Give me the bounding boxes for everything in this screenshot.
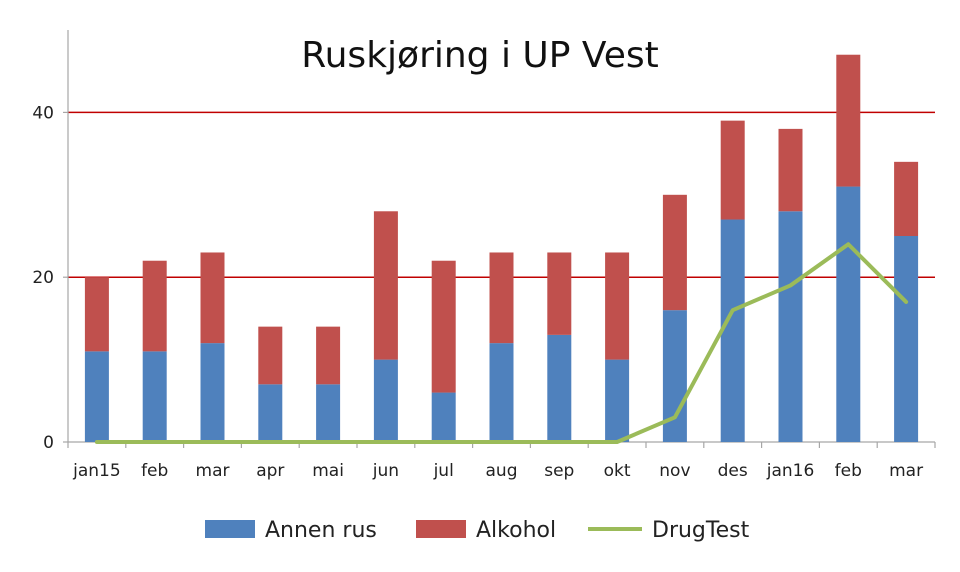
x-tick-label-13: feb bbox=[835, 461, 862, 481]
bar-alkohol-0 bbox=[84, 277, 109, 352]
legend-label: Annen rus bbox=[265, 518, 377, 543]
bar-annen-rus-13 bbox=[836, 186, 861, 442]
x-tick-label-5: jun bbox=[372, 461, 399, 481]
bar-alkohol-12 bbox=[778, 128, 803, 212]
bar-alkohol-7 bbox=[489, 252, 514, 344]
bar-alkohol-3 bbox=[258, 326, 283, 385]
legend-swatch bbox=[205, 520, 255, 538]
x-tick-label-11: des bbox=[718, 461, 748, 481]
bar-alkohol-1 bbox=[142, 260, 167, 352]
drugtest-line-layer bbox=[94, 242, 909, 444]
x-tick-label-10: nov bbox=[659, 461, 690, 481]
bar-annen-rus-1 bbox=[142, 351, 167, 442]
x-tick-labels: jan15 feb mar apr mai jun jul aug sep okt nov des ja… bbox=[72, 461, 923, 481]
bar-annen-rus-7 bbox=[489, 343, 514, 442]
y-tick-label-0: 0 bbox=[43, 433, 54, 453]
bar-annen-rus-2 bbox=[200, 343, 225, 442]
bar-alkohol-2 bbox=[200, 252, 225, 344]
legend-label: DrugTest bbox=[652, 518, 750, 543]
x-tick-label-8: sep bbox=[544, 461, 574, 481]
bar-alkohol-4 bbox=[316, 326, 341, 385]
x-tick-label-6: jul bbox=[433, 461, 454, 481]
bar-alkohol-13 bbox=[836, 54, 861, 187]
chart-title: Ruskjøring i UP Vest bbox=[301, 35, 659, 76]
bar-annen-rus-5 bbox=[373, 359, 398, 442]
y-tick-label-20: 20 bbox=[32, 268, 54, 288]
bars bbox=[84, 54, 919, 442]
bar-alkohol-9 bbox=[605, 252, 630, 360]
legend: Annen rus Alkohol DrugTest bbox=[205, 518, 750, 543]
x-tick-label-7: aug bbox=[486, 461, 518, 481]
x-tick-label-12: jan16 bbox=[766, 461, 815, 481]
legend-item-alkohol: Alkohol bbox=[416, 518, 556, 543]
x-tick-label-1: feb bbox=[141, 461, 168, 481]
bar-annen-rus-6 bbox=[431, 392, 456, 442]
bar-annen-rus-3 bbox=[258, 384, 283, 442]
bar-annen-rus-8 bbox=[547, 334, 572, 442]
x-tick-label-3: apr bbox=[256, 461, 284, 481]
legend-swatch bbox=[416, 520, 466, 538]
bar-annen-rus-0 bbox=[84, 351, 109, 442]
bar-annen-rus-14 bbox=[894, 236, 919, 442]
bar-alkohol-10 bbox=[662, 194, 687, 311]
x-tick-label-0: jan15 bbox=[72, 461, 121, 481]
legend-label: Alkohol bbox=[476, 518, 556, 543]
bar-alkohol-6 bbox=[431, 260, 456, 393]
x-tick-label-4: mai bbox=[312, 461, 344, 481]
bar-alkohol-14 bbox=[894, 161, 919, 236]
y-tick-label-40: 40 bbox=[32, 103, 54, 123]
bar-annen-rus-4 bbox=[316, 384, 341, 442]
bar-alkohol-5 bbox=[373, 211, 398, 360]
bar-alkohol-8 bbox=[547, 252, 572, 335]
legend-item-annen-rus: Annen rus bbox=[205, 518, 377, 543]
x-tick-label-2: mar bbox=[196, 461, 230, 481]
x-tick-label-9: okt bbox=[604, 461, 631, 481]
bar-annen-rus-12 bbox=[778, 211, 803, 442]
legend-item-drugtest: DrugTest bbox=[588, 518, 750, 543]
bar-annen-rus-11 bbox=[720, 219, 745, 442]
y-tick-labels: 0 20 40 bbox=[32, 103, 54, 453]
x-tick-label-14: mar bbox=[889, 461, 923, 481]
bar-annen-rus-9 bbox=[605, 359, 630, 442]
bar-alkohol-11 bbox=[720, 120, 745, 220]
